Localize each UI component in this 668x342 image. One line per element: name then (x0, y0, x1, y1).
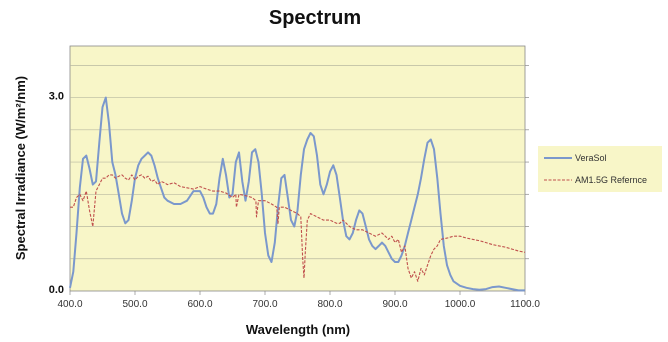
x-tick-label: 400.0 (57, 299, 82, 310)
chart-title: Spectrum (269, 7, 361, 29)
plot-area (69, 45, 526, 292)
x-tick-label: 500.0 (122, 299, 147, 310)
x-tick-label: 700.0 (252, 299, 277, 310)
x-tick-label: 1000.0 (445, 299, 476, 310)
right-axis-ticks (525, 64, 529, 260)
x-tick-label: 900.0 (382, 299, 407, 310)
legend-label-am15g: AM1.5G Refernce (575, 175, 647, 185)
y-axis-title: Spectral Irradiance (W/m²/nm) (13, 76, 28, 260)
x-tick-label: 800.0 (317, 299, 342, 310)
y-tick-label: 0.0 (49, 284, 64, 296)
y-axis-ticks: 0.0 3.0 (49, 91, 64, 296)
legend-label-verasol: VeraSol (575, 153, 607, 163)
x-tick-label: 600.0 (187, 299, 212, 310)
legend: VeraSol AM1.5G Refernce (538, 146, 662, 192)
series-line-am15g (70, 174, 526, 282)
grid-lines (70, 64, 525, 260)
series-line-verasol (69, 96, 525, 292)
legend-box (538, 146, 662, 192)
x-axis-ticks: 400.0 500.0 600.0 700.0 800.0 900.0 1000.0 1100… (57, 291, 540, 310)
series-layer (69, 96, 526, 292)
x-axis-title: Wavelength (nm) (246, 322, 350, 337)
x-tick-label: 1100.0 (510, 299, 540, 310)
y-tick-label: 3.0 (49, 91, 64, 103)
